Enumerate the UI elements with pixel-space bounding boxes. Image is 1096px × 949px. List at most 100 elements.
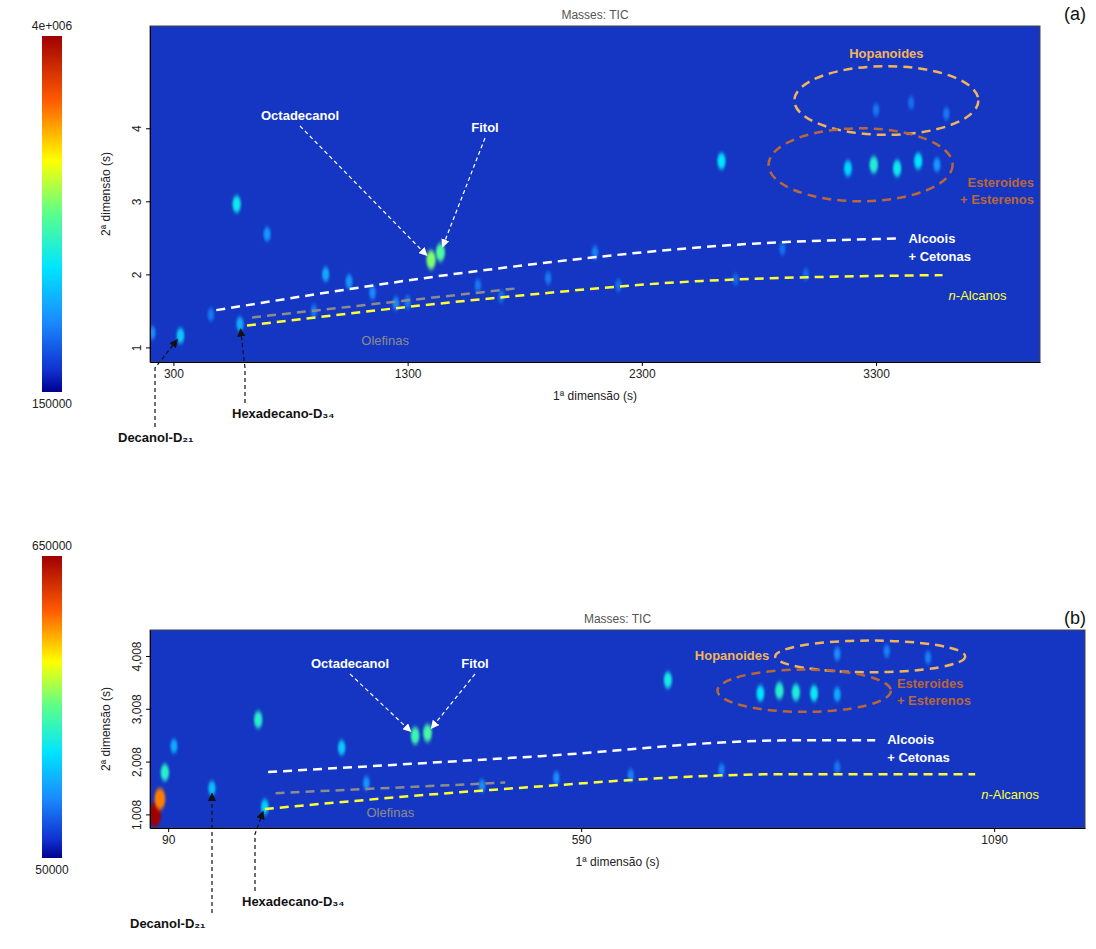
peak	[914, 153, 922, 169]
x-tick-label: 2300	[629, 367, 656, 381]
annotation-arrow	[443, 138, 485, 247]
peak	[834, 761, 840, 773]
region-label: Esteroides + Esterenos	[960, 175, 1034, 207]
peak	[154, 788, 165, 810]
peak	[908, 96, 914, 109]
peak	[873, 103, 880, 116]
y-tick: 2	[130, 271, 150, 278]
curve-label: n-Alcanos	[949, 288, 1007, 303]
peak	[545, 271, 552, 284]
peak	[884, 645, 890, 658]
annotation-label: Hexadecano-D₃₄	[242, 894, 345, 909]
y-axis: 1,0082,0083,0084,008	[130, 631, 151, 830]
y-tick-mark	[146, 128, 150, 129]
x-tick-label: 90	[162, 833, 176, 847]
group-curve	[252, 288, 518, 317]
group-curve	[216, 239, 896, 311]
annotation-arrow	[300, 126, 427, 255]
panel-title: Masses: TIC	[561, 8, 628, 22]
peak	[322, 267, 329, 282]
peak	[717, 153, 725, 169]
region-label-line: + Esterenos	[960, 192, 1034, 207]
figure: 30013002300330012341ª dimensão (s)2ª dim…	[0, 0, 1096, 949]
x-axis-title: 1ª dimensão (s)	[553, 389, 637, 403]
annotation-label: Octadecanol	[311, 656, 389, 671]
peak	[261, 799, 269, 814]
annotation-arrow	[155, 340, 177, 427]
peak	[810, 685, 818, 701]
curve-label-italic: n	[949, 288, 956, 303]
region-label: Hopanoides	[695, 648, 769, 663]
x-axis-title: 1ª dimensão (s)	[576, 855, 660, 869]
x-tick-mark	[173, 362, 174, 366]
region-label-line: Esteroides	[897, 676, 963, 691]
curve-label-part: -Alcanos	[956, 288, 1007, 303]
annotation-label: Fitol	[461, 656, 488, 671]
panel: 9059010901,0082,0083,0084,0081ª dimensão…	[32, 539, 1086, 931]
annotation-arrow	[241, 329, 245, 403]
region-label-line: + Esterenos	[897, 693, 971, 708]
region-label-line: Hopanoides	[695, 648, 769, 663]
peak	[779, 242, 785, 255]
plot-background	[150, 26, 1040, 362]
y-axis-line	[150, 27, 151, 363]
y-tick: 1	[130, 344, 150, 351]
y-axis-title: 2ª dimensão (s)	[99, 687, 113, 771]
plot-frame	[150, 630, 1085, 828]
panel: 30013002300330012341ª dimensão (s)2ª dim…	[32, 4, 1086, 445]
peak	[756, 685, 764, 701]
curve-label: n-Alcanos	[981, 787, 1039, 802]
peak	[775, 682, 783, 699]
x-tick-label: 1090	[981, 833, 1008, 847]
annotation-label: Hexadecano-D₃₄	[232, 406, 335, 421]
colorbar	[42, 36, 62, 392]
y-tick-label: 2	[130, 271, 144, 278]
peak	[346, 275, 353, 289]
annotation-label: Fitol	[471, 120, 498, 135]
peak	[436, 243, 445, 261]
y-axis: 1 2 3 4	[130, 27, 151, 363]
region-label-line: Esteroides	[968, 175, 1034, 190]
plot-marks	[150, 66, 978, 343]
region-outline	[794, 66, 978, 135]
peak	[177, 328, 185, 343]
peak	[426, 250, 435, 269]
colorbar-label: 50000	[35, 863, 69, 877]
y-tick-mark	[146, 656, 150, 657]
peak	[553, 771, 560, 784]
x-axis: 300130023003300	[151, 362, 1041, 381]
annotation-label: Octadecanol	[261, 108, 339, 123]
x-tick-mark	[642, 362, 643, 366]
curve-label-line: Olefinas	[361, 333, 409, 348]
x-tick-mark	[408, 362, 409, 366]
y-tick: 3,008	[130, 694, 150, 724]
peak	[664, 672, 672, 688]
peak	[161, 764, 169, 781]
curve-label: Olefinas	[367, 805, 415, 820]
peak	[404, 296, 411, 309]
peak	[869, 156, 878, 173]
peak	[834, 647, 841, 660]
curve-label-line: + Cetonas	[887, 750, 950, 765]
peak	[475, 279, 482, 292]
curve-label-line: Alcoois	[887, 732, 934, 747]
y-tick-mark	[146, 814, 150, 815]
panel-label: (b)	[1064, 608, 1086, 628]
x-tick: 1300	[395, 362, 422, 381]
peak	[893, 160, 901, 177]
y-tick-label: 2,008	[130, 747, 144, 777]
y-tick-mark	[146, 201, 150, 202]
plot-marks	[150, 641, 975, 827]
x-tick: 300	[164, 362, 184, 381]
x-tick: 590	[572, 828, 592, 847]
peak	[170, 739, 177, 753]
region-label: Hopanoides	[849, 46, 923, 61]
peak	[254, 711, 262, 728]
x-tick-mark	[876, 362, 877, 366]
y-tick: 4	[130, 125, 150, 132]
group-curve	[265, 774, 975, 809]
peak	[423, 724, 432, 742]
x-tick-mark	[994, 828, 995, 832]
y-tick: 3	[130, 198, 150, 205]
plot-frame	[150, 26, 1040, 362]
